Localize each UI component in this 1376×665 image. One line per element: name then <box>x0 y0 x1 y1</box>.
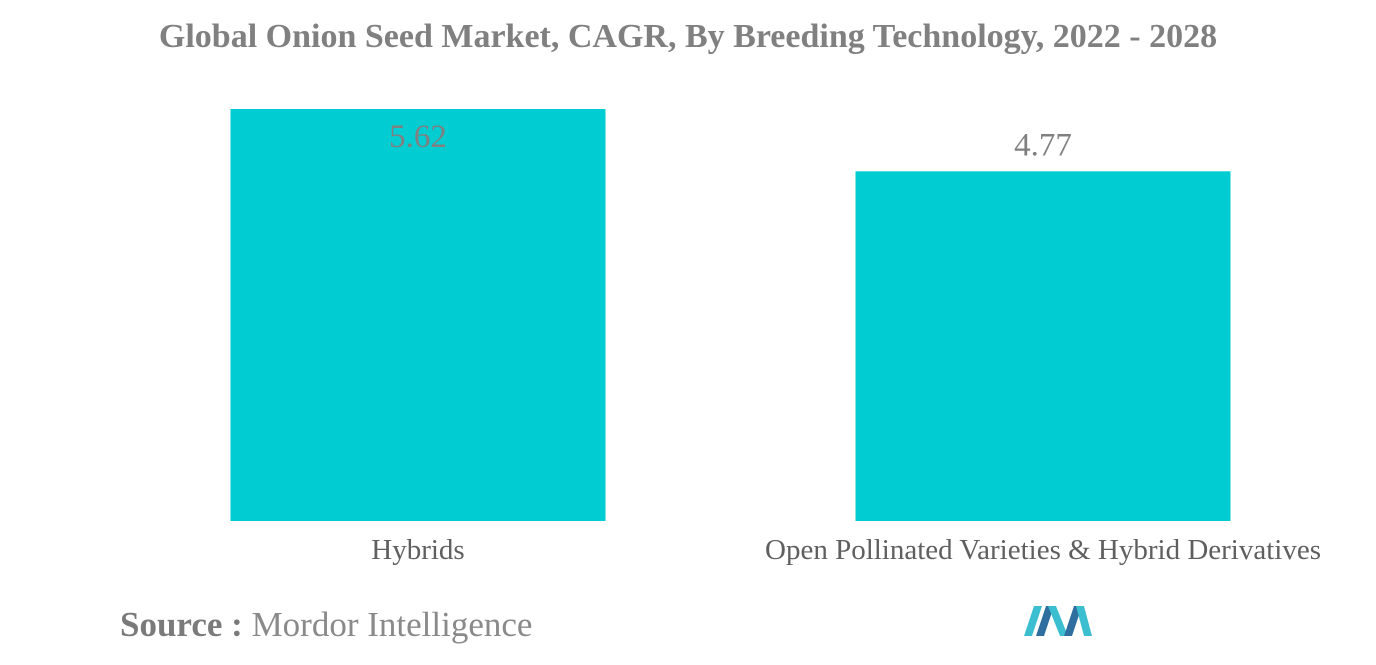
category-label-1: Open Pollinated Varieties & Hybrid Deriv… <box>765 534 1321 566</box>
bar-1 <box>855 171 1231 521</box>
bar-value-label-1: 4.77 <box>1014 127 1072 163</box>
bar-chart: 5.62 Hybrids 4.77 Open Pollinated Varieties… <box>230 109 1321 566</box>
source-value: Mordor Intelligence <box>251 605 533 644</box>
category-label-0: Hybrids <box>371 534 464 566</box>
source-note: Source : Mordor Intelligence <box>120 605 532 645</box>
mordor-intelligence-logo-icon <box>1024 606 1092 636</box>
source-label: Source : <box>120 605 243 644</box>
bar-0 <box>230 109 606 521</box>
bar-value-label-0: 5.62 <box>389 119 447 155</box>
chart-title: Global Onion Seed Market, CAGR, By Breed… <box>158 18 1218 55</box>
